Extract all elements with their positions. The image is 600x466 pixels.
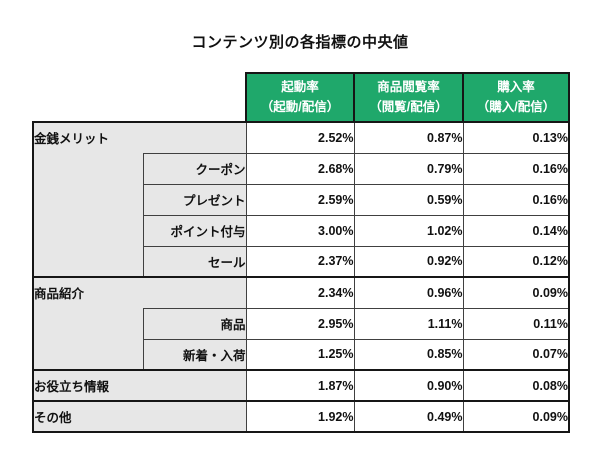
table-row: 商品 2.95% 1.11% 0.11% <box>32 307 570 370</box>
value-cell: 2.52% <box>245 121 355 154</box>
value-cell: 0.13% <box>462 121 570 154</box>
header-empty-corner <box>33 73 246 122</box>
value-cell: 0.90% <box>353 369 464 402</box>
column-header-view-rate: 商品閲覧率 （閲覧/配信） <box>353 72 464 123</box>
row-label-category: お役立ち情報 <box>32 369 247 402</box>
value-cell: 2.95% <box>245 307 355 340</box>
value-cell: 0.96% <box>353 276 464 309</box>
value-cell: 1.02% <box>353 214 464 247</box>
header-row: 起動率 （起動/配信） 商品閲覧率 （閲覧/配信） 購入率 （購入/配信） <box>33 72 570 123</box>
value-cell: 0.59% <box>353 183 464 216</box>
value-cell: 0.87% <box>353 121 464 154</box>
row-label-sub: ポイント付与 <box>142 214 247 247</box>
table-row: クーポン 2.68% 0.79% 0.16% <box>32 152 570 277</box>
table-row: ポイント付与 3.00% 1.02% 0.14% <box>33 214 570 247</box>
table-row: プレゼント 2.59% 0.59% 0.16% <box>33 183 570 216</box>
metrics-table: 起動率 （起動/配信） 商品閲覧率 （閲覧/配信） 購入率 （購入/配信） 金銭… <box>32 72 570 433</box>
value-cell: 1.87% <box>245 369 355 402</box>
table-row: 金銭メリット 2.52% 0.87% 0.13% <box>32 121 570 154</box>
row-label-category: 金銭メリット <box>32 121 247 153</box>
value-cell: 0.12% <box>462 245 570 278</box>
value-cell: 3.00% <box>245 214 355 247</box>
row-label-sub: プレゼント <box>142 183 247 216</box>
metric-subtitle: （起動/配信） <box>260 99 340 114</box>
value-cell: 0.16% <box>462 152 570 185</box>
column-header-launch-rate: 起動率 （起動/配信） <box>245 72 355 123</box>
value-cell: 1.11% <box>353 307 464 340</box>
row-label-category: その他 <box>32 400 247 433</box>
value-cell: 0.11% <box>462 307 570 340</box>
label-spacer <box>32 308 144 370</box>
table-row: お役立ち情報 1.87% 0.90% 0.08% <box>32 369 570 402</box>
table-row: セール 2.37% 0.92% 0.12% <box>33 245 570 278</box>
value-cell: 1.25% <box>245 338 355 371</box>
value-cell: 0.85% <box>353 338 464 371</box>
value-cell: 0.09% <box>462 276 570 309</box>
metric-subtitle: （購入/配信） <box>476 99 556 114</box>
value-cell: 0.09% <box>462 400 570 433</box>
row-label-category: 商品紹介 <box>32 276 247 308</box>
value-cell: 0.79% <box>353 152 464 185</box>
value-cell: 0.49% <box>353 400 464 433</box>
value-cell: 1.92% <box>245 400 355 433</box>
value-cell: 0.07% <box>462 338 570 371</box>
value-cell: 0.16% <box>462 183 570 216</box>
metric-title: 起動率 <box>281 80 319 95</box>
metric-subtitle: （閲覧/配信） <box>369 99 448 114</box>
value-cell: 2.68% <box>245 152 355 185</box>
table-row: 商品紹介 2.34% 0.96% 0.09% <box>32 276 570 309</box>
metric-title: 購入率 <box>497 80 535 95</box>
row-label-sub: 商品 <box>142 307 247 340</box>
value-cell: 0.92% <box>353 245 464 278</box>
value-cell: 2.37% <box>245 245 355 278</box>
value-cell: 2.34% <box>245 276 355 309</box>
row-label-sub: セール <box>142 245 247 278</box>
table-row: その他 1.92% 0.49% 0.09% <box>32 400 570 433</box>
column-header-purchase-rate: 購入率 （購入/配信） <box>462 72 570 123</box>
metric-title: 商品閲覧率 <box>377 80 440 95</box>
page-title: コンテンツ別の各指標の中央値 <box>191 34 409 51</box>
row-label-sub: 新着・入荷 <box>142 338 247 371</box>
row-label-sub: クーポン <box>142 152 247 185</box>
value-cell: 0.08% <box>462 369 570 402</box>
value-cell: 0.14% <box>462 214 570 247</box>
table-row: 新着・入荷 1.25% 0.85% 0.07% <box>33 338 570 371</box>
value-cell: 2.59% <box>245 183 355 216</box>
label-spacer <box>32 153 144 277</box>
